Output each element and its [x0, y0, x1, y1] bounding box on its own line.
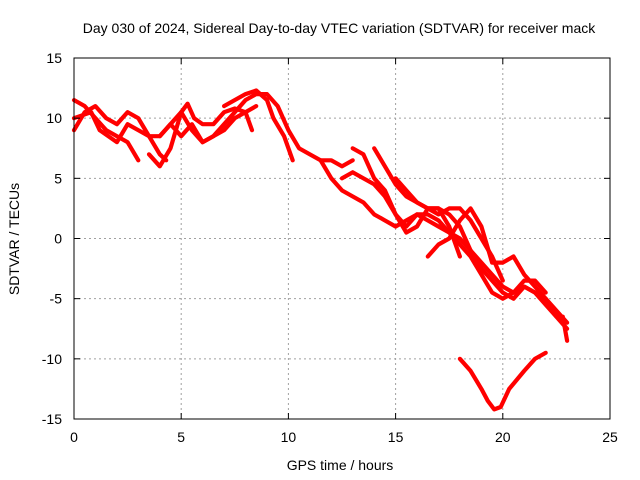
y-axis-label: SDTVAR / TECUs [6, 183, 22, 295]
trace-pass-7 [318, 158, 570, 331]
x-tick-label: 25 [602, 429, 618, 445]
y-tick-label: 0 [54, 231, 62, 247]
trace-pass-12 [425, 206, 570, 343]
trace-pass-6 [222, 88, 295, 163]
axis-ticks: 0 5 10 15 20 25 -15 -10 -5 0 5 10 15 [42, 50, 618, 445]
y-tick-label: 5 [54, 170, 62, 186]
y-tick-label: -15 [42, 411, 62, 427]
trace-pass-10 [372, 146, 570, 325]
y-tick-label: -5 [50, 291, 63, 307]
x-tick-label: 15 [388, 429, 404, 445]
trace-pass-9 [350, 146, 548, 301]
trace-pass-1 [71, 98, 141, 163]
x-tick-label: 20 [495, 429, 511, 445]
y-tick-label: -10 [42, 351, 62, 367]
data-traces [71, 88, 570, 412]
chart-title: Day 030 of 2024, Sidereal Day-to-day VTE… [83, 20, 596, 36]
trace-pass-13 [457, 350, 548, 412]
trace-pass-2 [71, 110, 169, 163]
x-tick-label: 5 [177, 429, 185, 445]
y-tick-label: 10 [46, 110, 62, 126]
y-tick-label: 15 [46, 50, 62, 66]
x-axis-label: GPS time / hours [287, 457, 394, 473]
x-tick-label: 10 [281, 429, 297, 445]
x-tick-label: 0 [70, 429, 78, 445]
grid [74, 58, 610, 419]
